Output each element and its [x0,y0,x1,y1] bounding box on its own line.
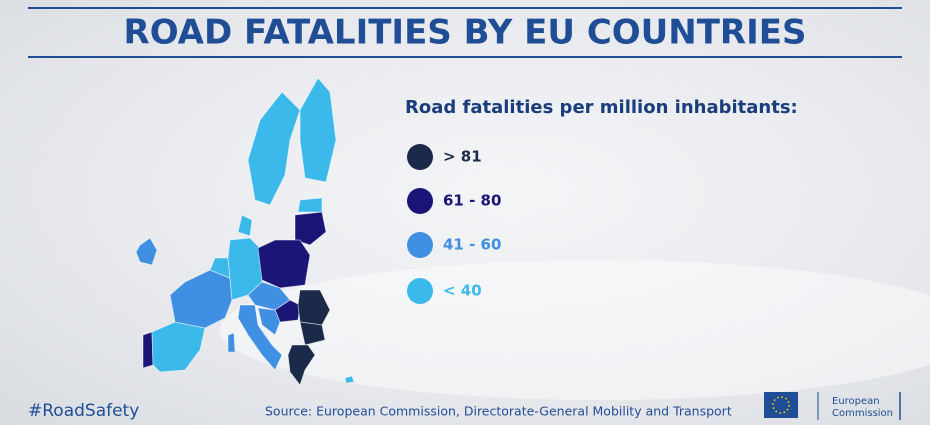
ec-logo: European Commission [764,392,901,420]
country-region [142,331,154,369]
country-region [257,239,311,289]
legend-label: 61 - 80 [443,192,501,210]
country-region [299,321,326,346]
country-region [237,304,283,371]
legend-label: 41 - 60 [443,236,501,254]
country-region [135,237,158,266]
legend-title: Road fatalities per million inhabitants: [405,97,798,118]
legend-swatch [407,278,433,304]
title: ROAD FATALITIES BY EU COUNTRIES [124,13,807,53]
eu-flag [764,392,798,418]
legend-label: > 81 [443,148,482,166]
legend: > 81 61 - 80 41 - 60 < 40 [407,144,501,304]
logo-text: European [832,396,880,407]
country-region [297,197,323,213]
country-region [299,77,337,183]
legend-swatch [407,188,433,214]
country-region [287,344,316,386]
legend-swatch [407,232,433,258]
logo-text: Commission [832,408,893,419]
legend-label: < 40 [443,282,482,300]
eu-map [135,77,355,386]
hashtag: #RoadSafety [28,401,139,421]
country-region [257,307,281,336]
country-region [344,375,355,384]
country-region [237,214,253,237]
source: Source: European Commission, Directorate… [265,404,732,419]
legend-swatch [407,144,433,170]
country-region [294,211,327,246]
country-region [227,332,236,353]
snow-haze [220,260,930,400]
flag-stars [772,396,790,414]
